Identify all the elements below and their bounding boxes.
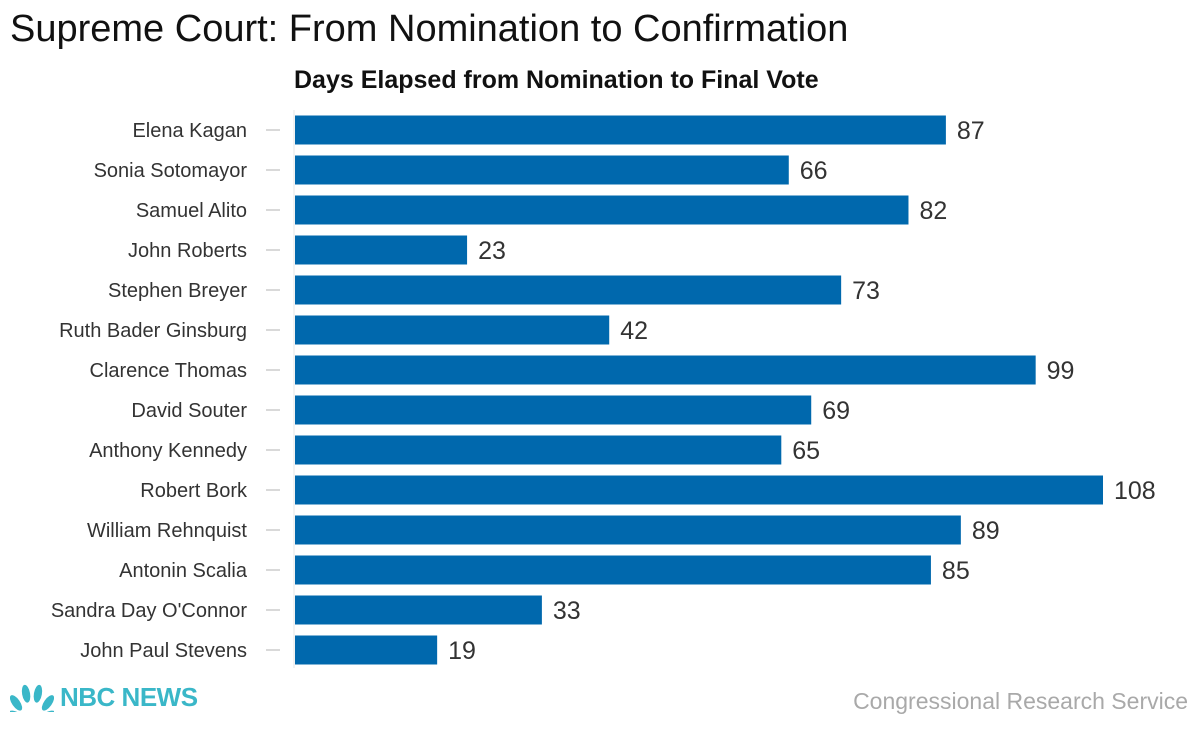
category-label: Sonia Sotomayor bbox=[94, 160, 248, 182]
value-label: 87 bbox=[957, 117, 985, 145]
bar bbox=[295, 275, 842, 305]
value-label: 85 bbox=[942, 557, 970, 585]
chart-title: Supreme Court: From Nomination to Confir… bbox=[10, 8, 849, 50]
bar bbox=[295, 635, 438, 665]
category-label: Samuel Alito bbox=[136, 200, 247, 222]
value-label: 69 bbox=[822, 397, 850, 425]
value-label: 108 bbox=[1114, 477, 1156, 505]
category-label: Ruth Bader Ginsburg bbox=[59, 320, 247, 342]
category-label: Clarence Thomas bbox=[90, 360, 247, 382]
logo-text: NBC NEWS bbox=[60, 682, 198, 712]
category-label: David Souter bbox=[131, 400, 247, 422]
chart-subtitle: Days Elapsed from Nomination to Final Vo… bbox=[294, 66, 819, 94]
bar bbox=[295, 395, 812, 425]
category-label: Stephen Breyer bbox=[108, 280, 247, 302]
value-label: 73 bbox=[852, 277, 880, 305]
nbc-news-logo: NBC NEWS bbox=[10, 682, 198, 713]
category-label: William Rehnquist bbox=[87, 520, 247, 542]
category-label: Antonin Scalia bbox=[119, 560, 248, 582]
bar bbox=[295, 515, 961, 545]
bar bbox=[295, 155, 789, 185]
value-label: 66 bbox=[800, 157, 828, 185]
value-label: 33 bbox=[553, 597, 581, 625]
value-label: 99 bbox=[1047, 357, 1075, 385]
source-credit: Congressional Research Service bbox=[853, 688, 1188, 714]
bar bbox=[295, 435, 782, 465]
category-label: Robert Bork bbox=[140, 480, 248, 502]
value-label: 23 bbox=[478, 237, 506, 265]
category-label: Anthony Kennedy bbox=[89, 440, 247, 462]
peacock-icon bbox=[10, 684, 54, 712]
value-label: 82 bbox=[919, 197, 947, 225]
bar bbox=[295, 115, 946, 145]
category-label: John Roberts bbox=[128, 240, 247, 262]
bar bbox=[295, 555, 931, 585]
bar bbox=[295, 195, 909, 225]
bar bbox=[295, 595, 542, 625]
bar bbox=[295, 355, 1036, 385]
bar bbox=[295, 475, 1103, 505]
bar bbox=[295, 235, 468, 265]
value-label: 89 bbox=[972, 517, 1000, 545]
category-label: Elena Kagan bbox=[132, 120, 247, 142]
value-label: 42 bbox=[620, 317, 648, 345]
bar bbox=[295, 315, 610, 345]
category-label: John Paul Stevens bbox=[80, 640, 247, 662]
category-label: Sandra Day O'Connor bbox=[51, 600, 247, 622]
value-label: 19 bbox=[448, 637, 476, 665]
value-label: 65 bbox=[792, 437, 820, 465]
